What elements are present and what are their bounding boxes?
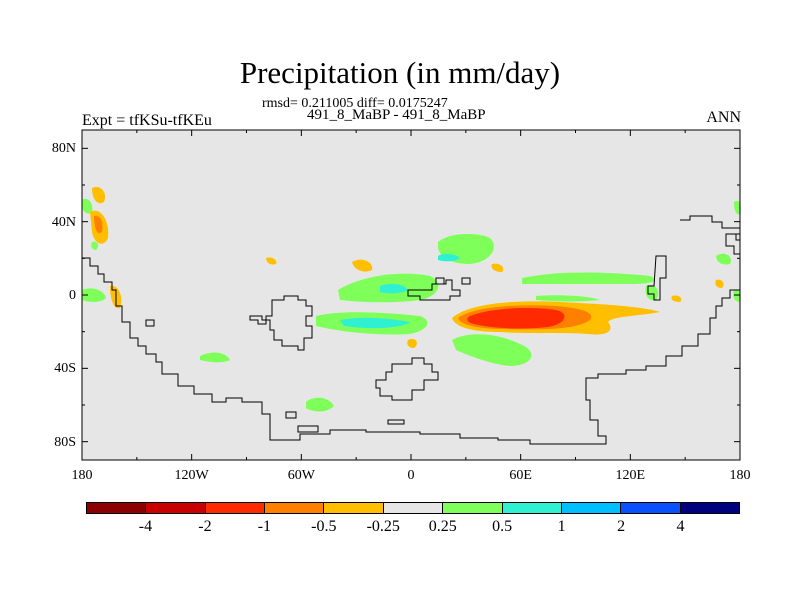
colorbar-level-label: 2	[617, 518, 626, 535]
anomaly-region	[734, 200, 741, 215]
colorbar-swatch	[145, 502, 206, 514]
colorbar-swatch	[560, 502, 622, 514]
colorbar-level-label: -0.25	[366, 518, 400, 535]
anomaly-region	[352, 259, 373, 272]
lat-tick-label: 0	[69, 288, 76, 303]
coastlines	[82, 215, 740, 445]
stats-line: rmsd= 0.211005 diff= 0.0175247	[262, 96, 448, 111]
colorbar-swatch	[620, 502, 681, 514]
anomaly-region	[536, 295, 600, 302]
coastline	[647, 255, 667, 301]
colorbar-level-label: -0.5	[311, 518, 337, 535]
anomaly-region	[94, 215, 103, 234]
coastline	[145, 319, 155, 327]
coastline	[82, 257, 740, 445]
coastline	[435, 277, 445, 285]
anomaly-region	[82, 198, 93, 214]
lon-tick-label: 60W	[287, 468, 315, 483]
lat-tick-label: 80S	[54, 434, 76, 450]
lat-tick-label: 40N	[51, 214, 76, 230]
anomaly-region	[306, 397, 334, 412]
lon-tick-label: 120W	[174, 468, 209, 483]
colorbar-level-label: 1	[557, 518, 566, 535]
colorbar-level-label: -4	[138, 518, 153, 535]
colorbar-swatch	[204, 502, 266, 514]
season-label: ANN	[706, 109, 741, 126]
coastline	[461, 277, 471, 285]
lon-tick-label: 180	[729, 468, 751, 483]
anomaly-region	[82, 288, 106, 302]
anomaly-region	[452, 334, 532, 366]
lon-tick-label: 60E	[509, 468, 532, 483]
lat-tick-label: 40S	[54, 361, 76, 377]
anomaly-region	[92, 186, 106, 204]
colorbar	[86, 502, 740, 514]
lon-tick-label: 180	[71, 468, 93, 483]
anomaly-region	[380, 283, 408, 294]
lon-tick-label: 120E	[615, 468, 646, 483]
plot-title: Precipitation (in mm/day)	[239, 55, 561, 90]
colorbar-level-label: 0.25	[428, 518, 457, 535]
anomaly-region	[715, 279, 724, 288]
anomaly-region	[91, 241, 99, 250]
lat-tick-label: 80N	[51, 141, 76, 157]
coastline	[249, 295, 313, 351]
coastline	[735, 234, 740, 241]
axis-ticks	[81, 130, 741, 460]
anomaly-region	[438, 253, 460, 262]
coastline	[375, 357, 439, 401]
anomaly-region	[340, 317, 410, 329]
coastline	[680, 215, 740, 229]
anomaly-region	[645, 284, 659, 301]
colorbar-level-label: -1	[257, 518, 272, 535]
plot-subtitle: 491_8_MaBP - 491_8_MaBP	[307, 107, 486, 123]
anomaly-region	[716, 253, 731, 265]
colorbar-swatch	[86, 502, 147, 514]
anomaly-region	[671, 295, 682, 302]
coastline	[285, 411, 297, 419]
anomaly-region	[266, 257, 277, 265]
lon-tick-label: 0	[407, 468, 415, 483]
colorbar-swatch	[382, 502, 444, 514]
anomaly-region	[491, 263, 504, 272]
colorbar-level-label: -2	[198, 518, 212, 535]
colorbar-level-label: 4	[676, 518, 685, 535]
anomaly-shading	[82, 186, 741, 412]
colorbar-swatch	[323, 502, 384, 514]
colorbar-swatch	[442, 502, 503, 514]
colorbar-level-label: 0.5	[492, 518, 513, 535]
anomaly-region	[200, 352, 230, 363]
coastline	[387, 419, 405, 425]
experiment-label: Expt = tfKSu-tfKEu	[82, 112, 212, 129]
anomaly-region	[407, 338, 417, 348]
anomaly-region	[733, 289, 741, 302]
anomaly-region	[467, 308, 565, 329]
colorbar-swatch	[501, 502, 562, 514]
anomaly-region	[522, 272, 655, 284]
coastline	[297, 425, 319, 433]
colorbar-swatch	[679, 502, 740, 514]
coastline	[725, 233, 740, 255]
colorbar-swatch	[264, 502, 325, 514]
